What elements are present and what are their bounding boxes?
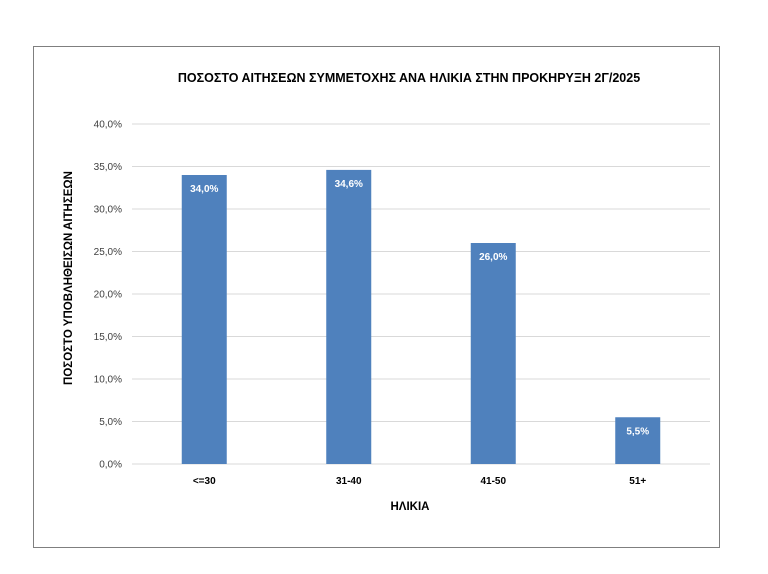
bar bbox=[326, 169, 372, 464]
x-category-label: 31-40 bbox=[336, 476, 362, 487]
data-labels: 34,0% 34,6% 26,0% 5,5% bbox=[190, 179, 649, 437]
data-label: 26,0% bbox=[479, 252, 507, 263]
y-tick-label: 15,0% bbox=[94, 332, 122, 343]
bar bbox=[615, 417, 661, 464]
y-tick-label: 20,0% bbox=[94, 290, 122, 301]
data-label: 34,0% bbox=[190, 184, 218, 195]
data-label: 5,5% bbox=[626, 426, 649, 437]
y-tick-label: 35,0% bbox=[94, 162, 122, 173]
y-tick-label: 10,0% bbox=[94, 375, 122, 386]
y-tick-label: 5,0% bbox=[99, 417, 122, 428]
x-category-label: 51+ bbox=[629, 476, 646, 487]
chart-title: ΠΟΣΟΣΤΟ ΑΙΤΗΣΕΩΝ ΣΥΜΜΕΤΟΧΗΣ ΑΝΑ ΗΛΙΚΙΑ Σ… bbox=[178, 71, 640, 85]
y-tick-label: 30,0% bbox=[94, 205, 122, 216]
x-category-label: 41-50 bbox=[480, 476, 506, 487]
y-tick-label: 0,0% bbox=[99, 460, 122, 471]
x-axis-title: ΗΛΙΚΙΑ bbox=[391, 501, 430, 513]
y-tick-label: 40,0% bbox=[94, 120, 122, 131]
x-axis-categories: <=30 31-40 41-50 51+ bbox=[193, 476, 647, 487]
bar bbox=[181, 175, 227, 464]
gridlines bbox=[132, 123, 710, 465]
bars bbox=[181, 169, 661, 464]
y-axis-title: ΠΟΣΟΣΤΟ ΥΠΟΒΛΗΘΕΙΣΩΝ ΑΙΤΗΣΕΩΝ bbox=[63, 171, 75, 385]
y-axis-ticks: 0,0% 5,0% 10,0% 15,0% 20,0% 25,0% 30,0% 35,0% 40… bbox=[94, 120, 122, 471]
bar bbox=[470, 243, 516, 464]
x-category-label: <=30 bbox=[193, 476, 216, 487]
data-label: 34,6% bbox=[335, 179, 363, 190]
y-tick-label: 25,0% bbox=[94, 247, 122, 258]
